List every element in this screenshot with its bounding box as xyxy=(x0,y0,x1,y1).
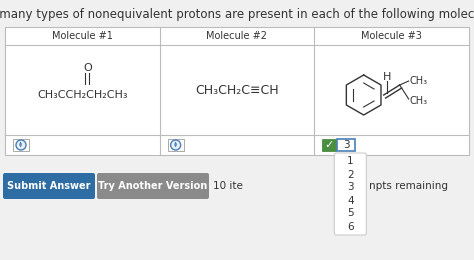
Text: ✓: ✓ xyxy=(325,140,334,150)
Bar xyxy=(322,139,337,151)
Circle shape xyxy=(171,140,181,150)
Bar xyxy=(337,139,356,151)
Text: 6: 6 xyxy=(347,222,354,231)
Text: How many types of nonequivalent protons are present in each of the following mol: How many types of nonequivalent protons … xyxy=(0,8,474,21)
Text: ▲: ▲ xyxy=(19,141,23,146)
Text: 3: 3 xyxy=(347,183,354,192)
Bar xyxy=(13,139,29,151)
Text: 2: 2 xyxy=(347,170,354,179)
FancyBboxPatch shape xyxy=(97,173,209,199)
Text: Molecule #2: Molecule #2 xyxy=(207,31,267,41)
Text: Submit Answer: Submit Answer xyxy=(7,181,91,191)
Text: 1: 1 xyxy=(347,157,354,166)
Text: 4: 4 xyxy=(347,196,354,205)
Circle shape xyxy=(16,140,26,150)
Text: npts remaining: npts remaining xyxy=(369,181,448,191)
Text: CH₃: CH₃ xyxy=(410,96,428,106)
Text: 10 ite: 10 ite xyxy=(213,181,243,191)
Text: H: H xyxy=(383,72,391,82)
Text: ▼: ▼ xyxy=(19,145,23,148)
FancyBboxPatch shape xyxy=(3,173,95,199)
Text: Molecule #1: Molecule #1 xyxy=(52,31,113,41)
Text: CH₃CCH₂CH₂CH₃: CH₃CCH₂CH₂CH₃ xyxy=(37,90,128,100)
Text: Molecule #3: Molecule #3 xyxy=(361,31,422,41)
Text: ▲: ▲ xyxy=(174,141,177,146)
Text: CH₃CH₂C≡CH: CH₃CH₂C≡CH xyxy=(195,83,279,96)
Text: O: O xyxy=(83,63,91,73)
Bar xyxy=(168,139,183,151)
Bar xyxy=(5,27,469,155)
Text: Try Another Version: Try Another Version xyxy=(99,181,208,191)
Text: 3: 3 xyxy=(343,140,350,150)
Text: CH₃: CH₃ xyxy=(410,76,428,86)
Text: 5: 5 xyxy=(347,209,354,218)
Text: ▼: ▼ xyxy=(174,145,177,148)
FancyBboxPatch shape xyxy=(334,153,366,235)
